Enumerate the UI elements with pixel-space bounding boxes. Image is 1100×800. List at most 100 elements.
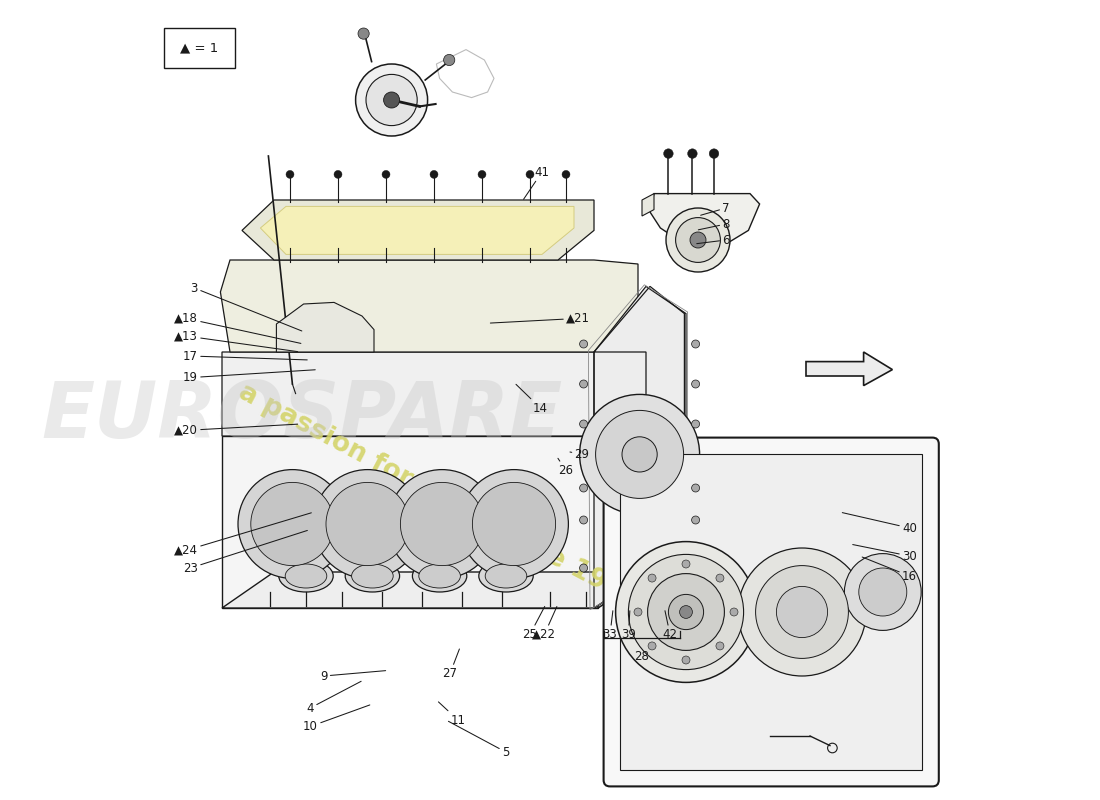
Circle shape — [286, 170, 294, 178]
Text: 42: 42 — [662, 610, 678, 641]
Polygon shape — [222, 436, 598, 608]
Text: 39: 39 — [621, 610, 636, 641]
Text: 25: 25 — [522, 606, 544, 641]
Circle shape — [387, 470, 496, 578]
Circle shape — [710, 149, 718, 158]
FancyBboxPatch shape — [604, 438, 938, 786]
Text: 40: 40 — [843, 513, 917, 534]
Text: 19: 19 — [183, 370, 316, 384]
Text: 6: 6 — [696, 234, 729, 246]
Text: ▲20: ▲20 — [174, 424, 298, 437]
Text: 11: 11 — [439, 702, 465, 726]
Circle shape — [621, 437, 657, 472]
Polygon shape — [220, 260, 638, 352]
Text: EUROSPARE: EUROSPARE — [42, 378, 562, 454]
Polygon shape — [806, 352, 892, 386]
Text: 16: 16 — [862, 557, 917, 582]
Circle shape — [634, 608, 642, 616]
Circle shape — [669, 594, 704, 630]
Ellipse shape — [419, 564, 461, 588]
Circle shape — [580, 420, 587, 428]
Text: 3: 3 — [190, 282, 301, 331]
Text: 41: 41 — [524, 166, 550, 199]
Circle shape — [688, 149, 697, 158]
Text: 10: 10 — [304, 705, 370, 733]
Circle shape — [580, 340, 587, 348]
Circle shape — [526, 170, 534, 178]
Circle shape — [845, 554, 921, 630]
Circle shape — [580, 564, 587, 572]
Text: ▲21: ▲21 — [491, 312, 590, 325]
Polygon shape — [222, 352, 646, 436]
Polygon shape — [650, 194, 760, 244]
Circle shape — [730, 608, 738, 616]
Circle shape — [358, 28, 370, 39]
Polygon shape — [261, 206, 574, 254]
Text: 9: 9 — [320, 670, 386, 682]
Text: 33: 33 — [603, 610, 617, 641]
Circle shape — [692, 564, 700, 572]
Circle shape — [692, 380, 700, 388]
Circle shape — [690, 232, 706, 248]
Circle shape — [472, 482, 556, 566]
Ellipse shape — [278, 560, 333, 592]
Text: ▲22: ▲22 — [532, 606, 557, 641]
Text: ▲24: ▲24 — [174, 513, 311, 557]
Polygon shape — [620, 454, 922, 770]
Text: 8: 8 — [698, 218, 729, 230]
Circle shape — [443, 54, 454, 66]
Circle shape — [400, 482, 484, 566]
Text: 17: 17 — [183, 350, 307, 362]
Circle shape — [628, 554, 744, 670]
Circle shape — [580, 484, 587, 492]
Circle shape — [460, 470, 569, 578]
Text: ▲ = 1: ▲ = 1 — [180, 42, 219, 54]
Text: 27: 27 — [442, 649, 460, 680]
Text: ▲13: ▲13 — [174, 330, 298, 352]
Ellipse shape — [485, 564, 527, 588]
Circle shape — [562, 170, 570, 178]
Circle shape — [355, 64, 428, 136]
Circle shape — [692, 484, 700, 492]
Ellipse shape — [478, 560, 534, 592]
Circle shape — [738, 548, 866, 676]
Circle shape — [580, 394, 700, 514]
Polygon shape — [222, 572, 650, 608]
Circle shape — [682, 560, 690, 568]
Ellipse shape — [412, 560, 466, 592]
Text: 7: 7 — [701, 202, 729, 215]
Circle shape — [716, 642, 724, 650]
Circle shape — [366, 74, 417, 126]
Circle shape — [666, 208, 730, 272]
Circle shape — [648, 574, 656, 582]
Text: 23: 23 — [183, 530, 307, 574]
Circle shape — [430, 170, 438, 178]
Circle shape — [580, 380, 587, 388]
Ellipse shape — [345, 560, 399, 592]
Circle shape — [616, 542, 757, 682]
Circle shape — [251, 482, 334, 566]
Polygon shape — [276, 302, 374, 352]
Text: 14: 14 — [516, 384, 548, 414]
Circle shape — [334, 170, 342, 178]
Circle shape — [384, 92, 399, 108]
Circle shape — [777, 586, 827, 638]
Bar — [164, 28, 234, 68]
Circle shape — [756, 566, 848, 658]
Text: 26: 26 — [558, 458, 573, 477]
Text: 5: 5 — [449, 722, 509, 758]
Circle shape — [680, 606, 692, 618]
Text: 4: 4 — [307, 682, 361, 714]
Text: a passion for parts since 1985: a passion for parts since 1985 — [233, 379, 642, 613]
Circle shape — [478, 170, 486, 178]
Text: ▲18: ▲18 — [174, 312, 301, 343]
Circle shape — [326, 482, 409, 566]
Ellipse shape — [352, 564, 393, 588]
Circle shape — [663, 149, 673, 158]
Circle shape — [314, 470, 422, 578]
Circle shape — [692, 420, 700, 428]
Text: 29: 29 — [570, 448, 590, 461]
Circle shape — [682, 656, 690, 664]
Circle shape — [716, 574, 724, 582]
Polygon shape — [598, 432, 650, 608]
